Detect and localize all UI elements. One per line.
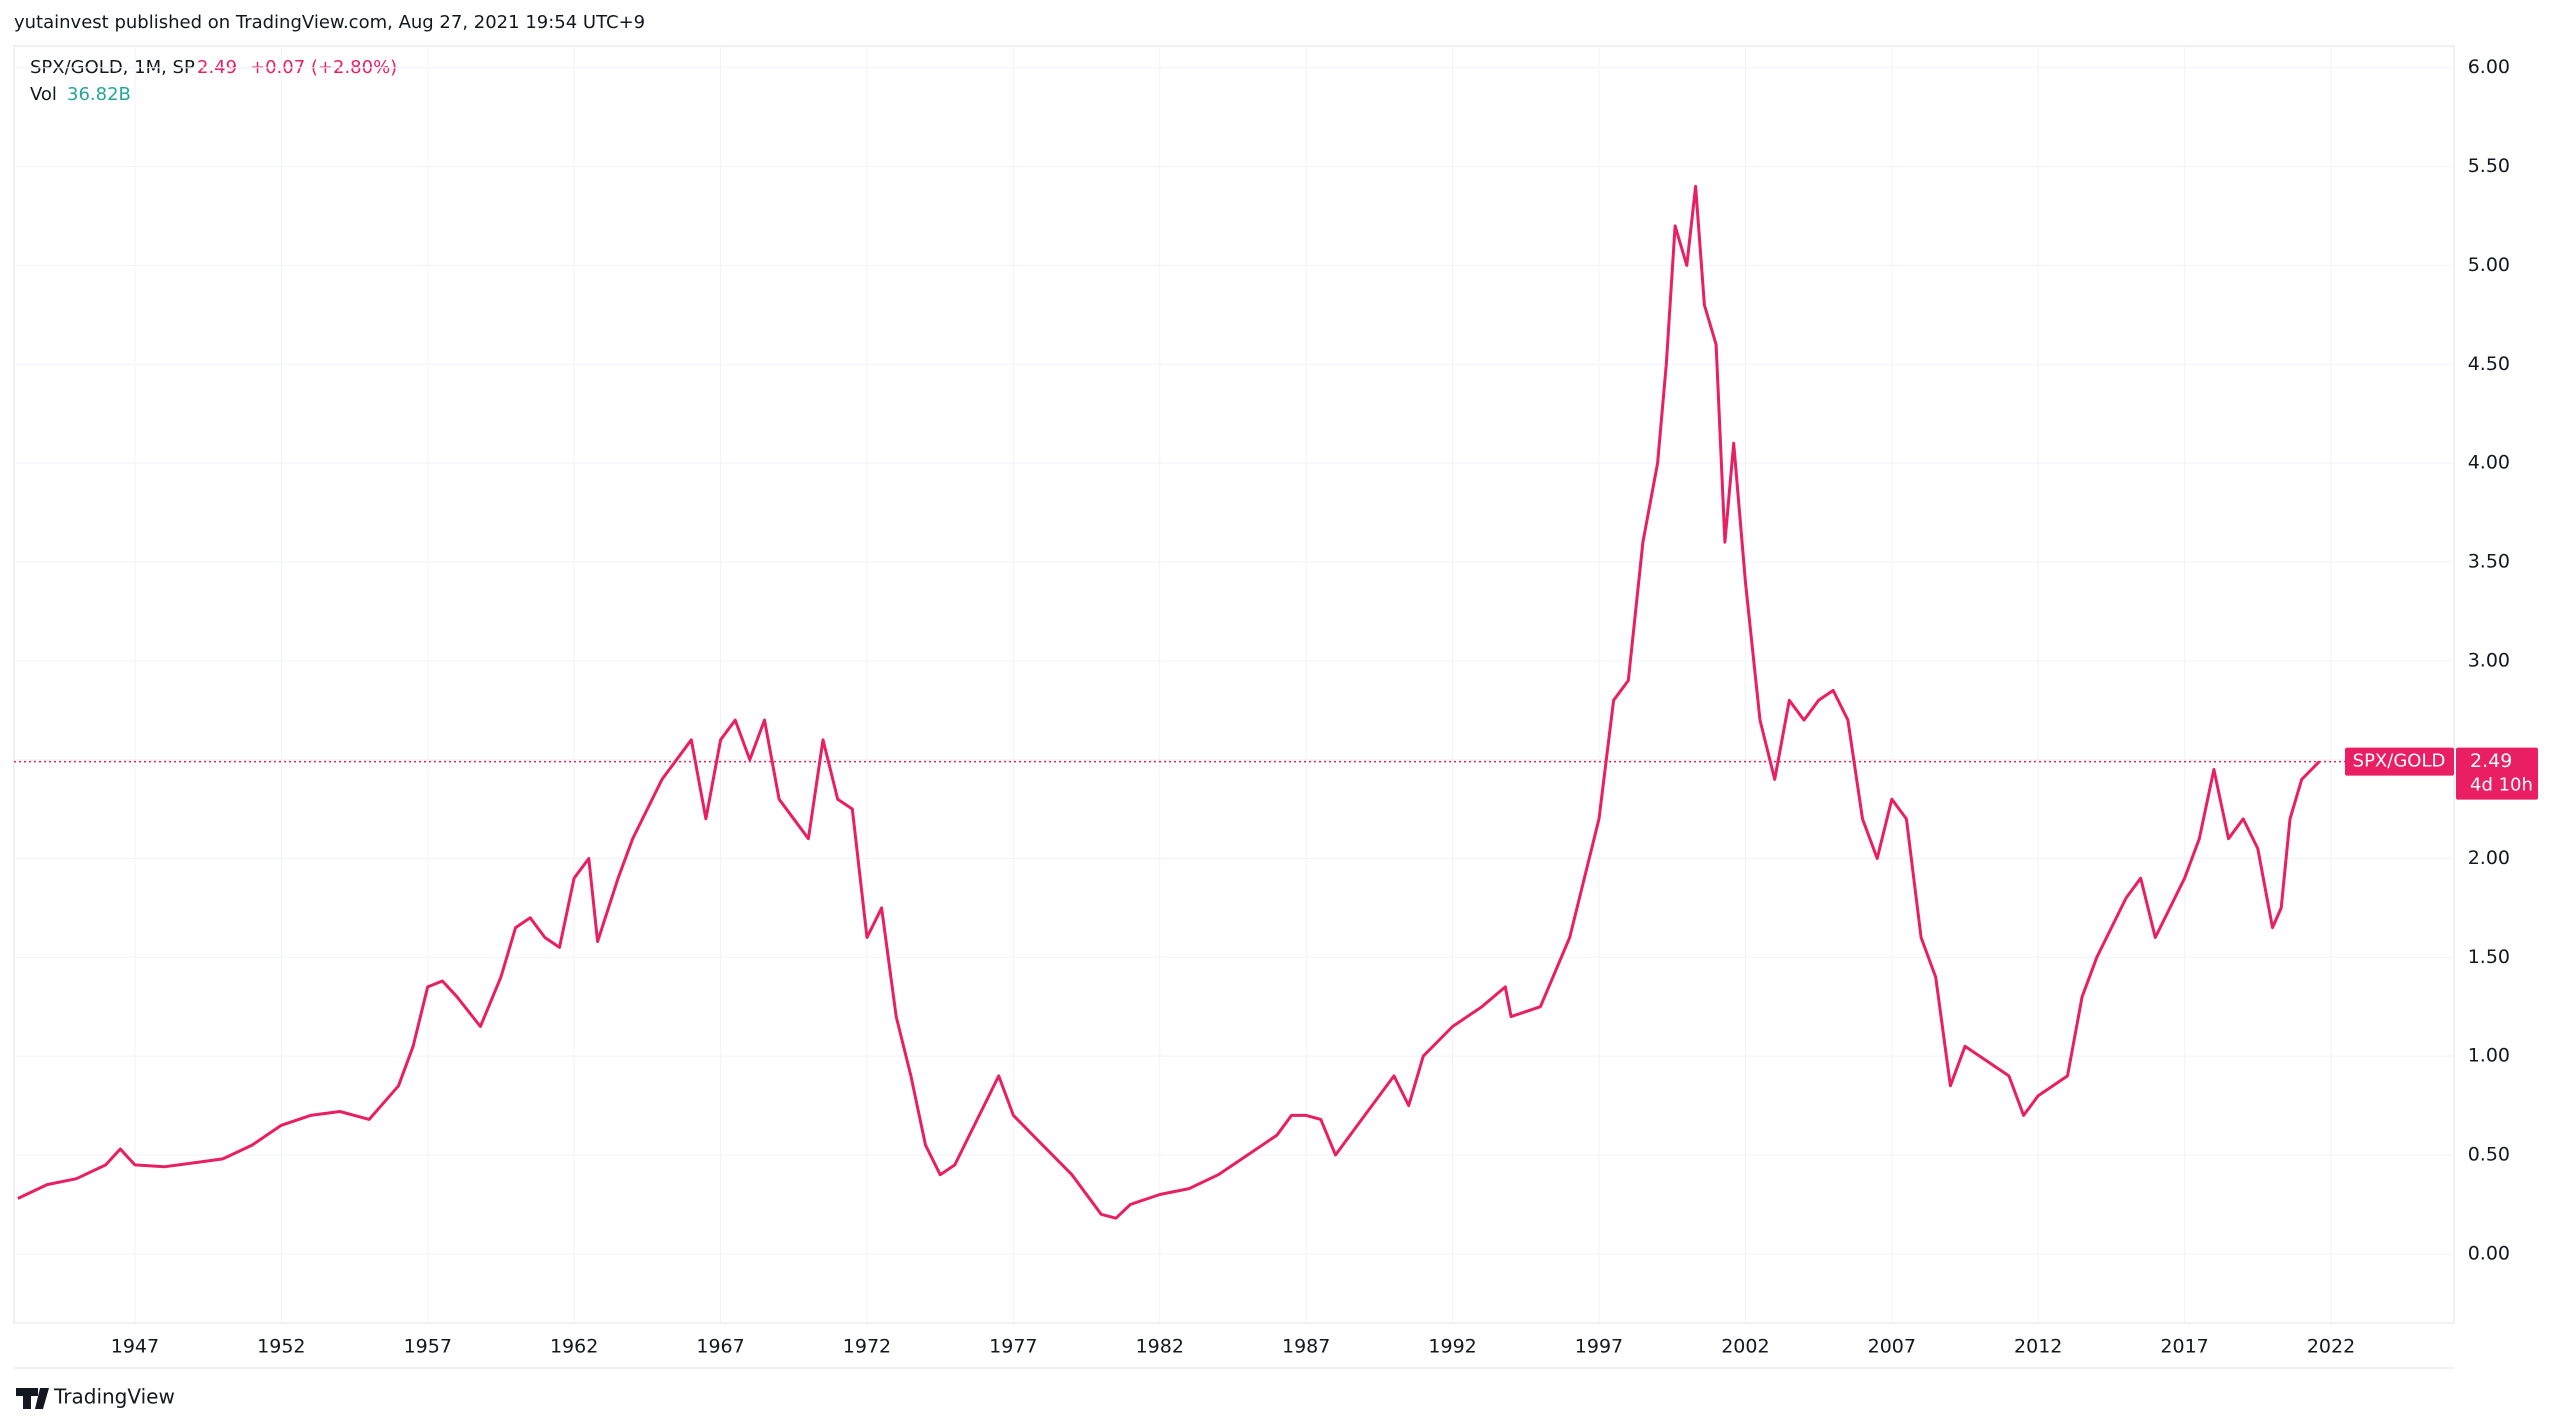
x-tick-label: 1967 [696,1336,744,1358]
logo-icon [16,1388,49,1409]
publish-header: yutainvest published on TradingView.com,… [14,12,645,33]
x-tick-label: 2022 [2307,1336,2355,1358]
volume-name: Vol [30,84,57,105]
x-tick-label: 2017 [2160,1336,2208,1358]
volume-value: 36.82B [67,84,131,105]
x-tick-label: 1992 [1428,1336,1476,1358]
y-tick-label: 0.00 [2468,1242,2510,1264]
x-tick-label: 1997 [1575,1336,1623,1358]
y-tick-label: 3.50 [2468,550,2510,572]
y-tick-label: 5.50 [2468,155,2510,177]
x-tick-label: 1952 [257,1336,305,1358]
price-label-box [2456,747,2538,800]
x-tick-label: 1957 [404,1336,452,1358]
y-tick-label: 2.00 [2468,847,2510,869]
y-tick-label: 4.50 [2468,353,2510,375]
x-tick-label: 2007 [1868,1336,1916,1358]
y-tick-label: 0.50 [2468,1143,2510,1165]
symbol-label-box [2345,747,2454,776]
symbol-label: SPX/GOLD [2353,751,2446,772]
x-tick-label: 1987 [1282,1336,1330,1358]
y-tick-label: 6.00 [2468,56,2510,78]
x-tick-label: 1982 [1136,1336,1184,1358]
x-tick-label: 2012 [2014,1336,2062,1358]
y-tick-label: 4.00 [2468,452,2510,474]
x-tick-label: 1962 [550,1336,598,1358]
x-tick-label: 1972 [843,1336,891,1358]
countdown-label: 4d 10h [2470,775,2533,796]
footer-logo: TradingView [53,1385,175,1409]
price-line [17,184,2321,1220]
price-label: 2.49 [2470,750,2512,772]
x-tick-label: 1977 [989,1336,1037,1358]
y-tick-label: 5.00 [2468,254,2510,276]
y-tick-label: 3.00 [2468,649,2510,671]
x-tick-label: 1947 [111,1336,159,1358]
y-tick-label: 1.00 [2468,1045,2510,1067]
y-tick-label: 1.50 [2468,946,2510,968]
x-tick-label: 2002 [1721,1336,1769,1358]
